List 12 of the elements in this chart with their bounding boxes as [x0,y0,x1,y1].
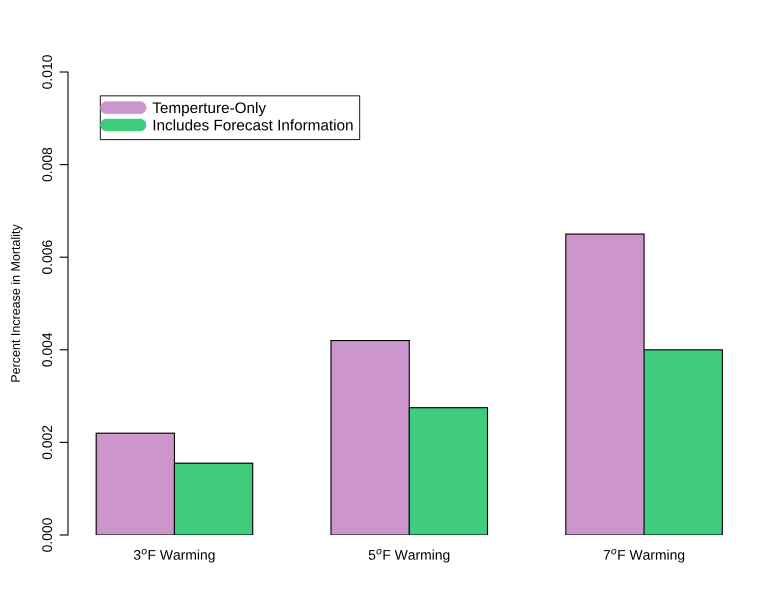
y-tick-label: 0.008 [42,148,52,182]
y-tick-label: 0.002 [42,426,52,460]
x-tick-label: 3$^{o}$F Warming [134,548,215,563]
legend-label: Includes Forecast Information [154,119,353,130]
y-tick-label: 0.004 [42,332,52,367]
y-tick-label: 0.006 [42,240,52,274]
y-axis-title: Percent Increase in Mortality [10,224,22,382]
y-tick-label: 0.010 [42,55,52,89]
x-tick-label: 5$^{o}$F Warming [368,548,450,563]
legend-label: Temperture-Only [152,102,266,116]
x-tick-label: 7$^{o}$F Warming [604,548,684,563]
y-tick-label: 0.000 [42,518,52,552]
